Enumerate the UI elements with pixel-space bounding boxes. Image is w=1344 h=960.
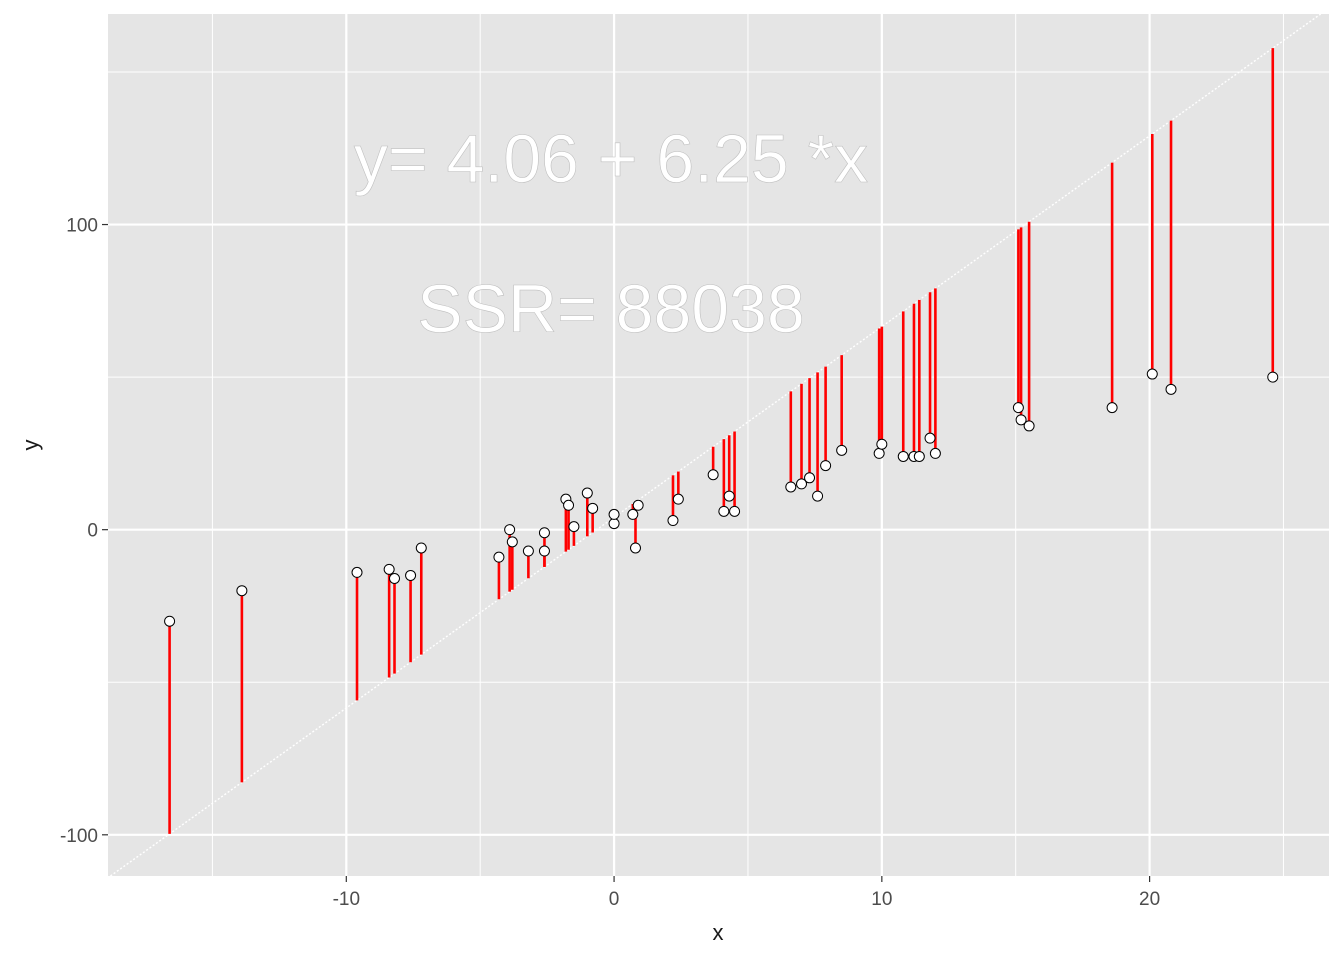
data-point [897,450,909,462]
x-tick-label: -10 [333,889,360,910]
data-point [1165,383,1177,395]
x-axis-title: x [713,920,724,945]
y-axis: -100 0 100 [60,216,108,847]
data-point [1012,402,1024,414]
data-point [1146,368,1158,380]
data-point [389,572,401,584]
data-point [415,542,427,554]
data-point [820,460,832,472]
y-tick-label: -100 [60,826,98,847]
data-point [812,490,824,502]
data-point [796,478,808,490]
data-point [627,508,639,520]
ssr-annotation: SSR= 88038 [417,271,805,347]
data-point [1267,371,1279,383]
data-point [729,505,741,517]
data-point [723,490,735,502]
data-point [581,487,593,499]
residual-segments [168,48,1275,834]
data-point [522,545,534,557]
data-point [563,499,575,511]
data-point [164,615,176,627]
data-point [608,508,620,520]
data-point [504,524,516,536]
data-point [608,518,620,530]
data-point [493,551,505,563]
y-tick-label: 100 [66,216,98,237]
data-points [164,368,1279,627]
plot-panel [108,14,1329,876]
data-point [876,438,888,450]
x-axis: -10 0 10 20 [333,876,1160,910]
data-point [836,444,848,456]
data-point [632,499,644,511]
y-tick-label: 0 [87,521,98,542]
data-point [1106,402,1118,414]
data-point [629,542,641,554]
data-point [383,563,395,575]
x-tick-label: 0 [609,889,620,910]
data-point [538,545,550,557]
data-point [924,432,936,444]
data-point [506,536,518,548]
y-axis-title: y [18,440,43,451]
data-point [707,469,719,481]
data-point [568,521,580,533]
minor-gridlines [108,14,1329,876]
data-point [718,505,730,517]
data-point [672,493,684,505]
data-point [785,481,797,493]
data-point [587,502,599,514]
data-point [929,447,941,459]
data-point [405,569,417,581]
data-point [1023,420,1035,432]
data-point [804,472,816,484]
x-tick-label: 20 [1139,889,1160,910]
data-point [351,566,363,578]
data-point [667,515,679,527]
data-point [236,585,248,597]
data-point [1015,414,1027,426]
equation-annotation: y= 4.06 + 6.25 *x [354,121,868,197]
data-point [873,447,885,459]
data-point [913,450,925,462]
data-point [538,527,550,539]
x-tick-label: 10 [871,889,892,910]
